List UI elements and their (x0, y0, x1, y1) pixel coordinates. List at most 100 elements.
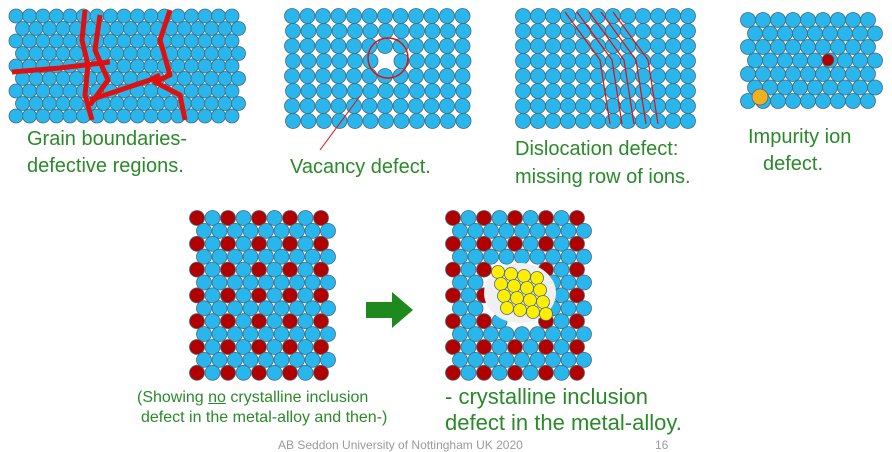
ion (143, 33, 159, 49)
ion (755, 12, 771, 28)
ion (665, 98, 681, 114)
ion (837, 52, 853, 69)
ion (49, 108, 64, 124)
ion (177, 71, 192, 86)
host-ion (304, 351, 321, 368)
ion (123, 96, 138, 111)
host-ion (529, 248, 546, 265)
ion (423, 68, 440, 84)
ion (845, 93, 861, 109)
ion (454, 38, 471, 54)
ion (852, 52, 868, 69)
ion (545, 23, 561, 39)
ion (830, 66, 846, 82)
ion (792, 52, 808, 69)
host-ion (242, 351, 259, 368)
ion (515, 53, 531, 69)
ion (408, 8, 424, 24)
host-ion (204, 235, 221, 252)
alloy-ion (189, 364, 205, 381)
ion (130, 33, 145, 49)
ion (331, 113, 348, 129)
ion (197, 58, 213, 74)
host-ion (297, 235, 314, 252)
ion (347, 113, 363, 129)
ion (217, 21, 233, 36)
ion (300, 23, 317, 39)
ion (755, 66, 771, 82)
host-ion (266, 313, 283, 330)
grain-label-2: defective regions. (27, 155, 184, 177)
host-ion (211, 351, 228, 368)
left-caption-1: (Showing no crystalline inclusion (137, 388, 368, 408)
host-ion (576, 222, 592, 239)
ion (665, 23, 681, 39)
ion (8, 33, 24, 49)
host-ion (304, 326, 321, 343)
host-ion (553, 210, 570, 226)
ion (69, 71, 84, 86)
ion (852, 79, 868, 96)
ion (423, 38, 440, 54)
ion (454, 8, 471, 24)
ion (545, 53, 561, 69)
alloy-ion (220, 235, 236, 252)
ion (439, 98, 455, 114)
ion (224, 58, 240, 74)
host-ion (467, 248, 484, 265)
host-ion (529, 326, 546, 343)
ion (575, 8, 591, 24)
ion (136, 46, 152, 61)
host-ion (467, 300, 484, 317)
ion (284, 68, 300, 84)
ion (170, 8, 186, 24)
ion (109, 46, 125, 61)
alloy-ion (476, 210, 492, 226)
alloy-ion (189, 339, 205, 355)
ion (439, 68, 455, 84)
alloy-ion (569, 235, 585, 252)
inclusion-ion (517, 269, 531, 283)
ion (455, 113, 472, 129)
ion (284, 98, 300, 114)
ion (530, 38, 546, 54)
host-ion (289, 326, 305, 343)
host-ion (576, 351, 592, 368)
ion (665, 53, 681, 69)
ion (42, 71, 57, 86)
ion (620, 68, 636, 84)
host-ion (289, 248, 305, 265)
ion (560, 113, 576, 129)
ion (28, 21, 44, 36)
ion (815, 39, 831, 55)
ion (204, 96, 219, 111)
ion (49, 33, 64, 49)
ion (545, 98, 561, 114)
ion (747, 52, 763, 69)
ion (635, 8, 651, 24)
ion (123, 21, 138, 36)
ion (42, 21, 57, 36)
ion (575, 113, 591, 129)
host-ion (560, 351, 577, 368)
ion (224, 33, 240, 49)
alloy-ion (538, 364, 554, 381)
ion (822, 79, 838, 96)
alloy-ion (507, 364, 523, 381)
ion (136, 96, 152, 111)
host-ion (460, 210, 477, 226)
host-ion (553, 235, 570, 252)
alloy-ion (251, 339, 267, 355)
dislocation-line (588, 11, 635, 125)
host-ion (304, 248, 321, 265)
host-ion (242, 222, 259, 239)
host-ion (235, 210, 252, 226)
ion (15, 46, 30, 61)
host-ion (266, 364, 283, 381)
host-ion (266, 261, 283, 278)
ion (423, 98, 440, 114)
ion (69, 46, 84, 61)
host-ion (320, 274, 336, 291)
ion (204, 71, 219, 86)
inclusion-ion (500, 301, 514, 315)
